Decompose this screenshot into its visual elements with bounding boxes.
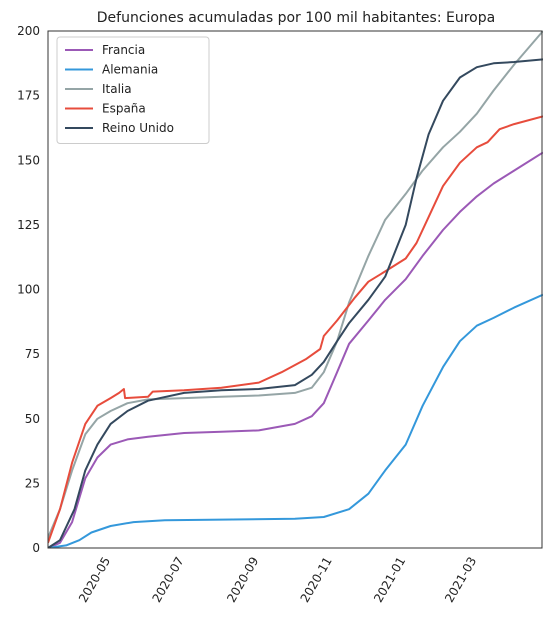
x-tick-label: 2020-09 bbox=[224, 555, 261, 605]
y-tick-label: 200 bbox=[17, 24, 40, 38]
legend-box bbox=[56, 36, 210, 144]
plot-area bbox=[48, 30, 543, 548]
legend-label: España bbox=[102, 102, 146, 116]
x-tick-label: 2020-11 bbox=[298, 555, 335, 605]
y-tick-label: 150 bbox=[17, 153, 40, 167]
axes-frame bbox=[47, 30, 543, 549]
legend-label: Italia bbox=[102, 82, 132, 96]
y-tick-label: 50 bbox=[25, 412, 40, 426]
legend-label: Francia bbox=[102, 43, 145, 57]
y-tick-label: 75 bbox=[25, 347, 40, 361]
legend-label: Reino Unido bbox=[102, 121, 174, 135]
y-tick-label: 100 bbox=[17, 283, 40, 297]
y-axis: 0 25 50 75 100 125 150 175 200 bbox=[17, 24, 40, 555]
series-line-reino-unido bbox=[48, 58, 543, 548]
x-tick-label: 2021-03 bbox=[442, 555, 479, 605]
x-tick-label: 2021-01 bbox=[371, 555, 408, 605]
legend-label: Alemania bbox=[102, 63, 158, 77]
series-line-francia bbox=[48, 151, 543, 548]
y-tick-label: 125 bbox=[17, 218, 40, 232]
x-tick-label: 2020-05 bbox=[76, 555, 113, 605]
x-axis: 2020-05 2020-07 2020-09 2020-11 2021-01 2021-… bbox=[76, 555, 479, 605]
y-tick-label: 0 bbox=[32, 541, 40, 555]
series-line-alemania bbox=[48, 293, 543, 548]
series-line-españa bbox=[48, 115, 543, 544]
chart-title: Defunciones acumuladas por 100 mil habit… bbox=[97, 10, 495, 26]
y-tick-label: 175 bbox=[17, 89, 40, 103]
legend: Francia Alemania Italia España Reino Unido bbox=[56, 36, 210, 144]
y-tick-label: 25 bbox=[25, 476, 40, 490]
x-tick-label: 2020-07 bbox=[149, 555, 186, 605]
series-line-italia bbox=[48, 30, 543, 539]
